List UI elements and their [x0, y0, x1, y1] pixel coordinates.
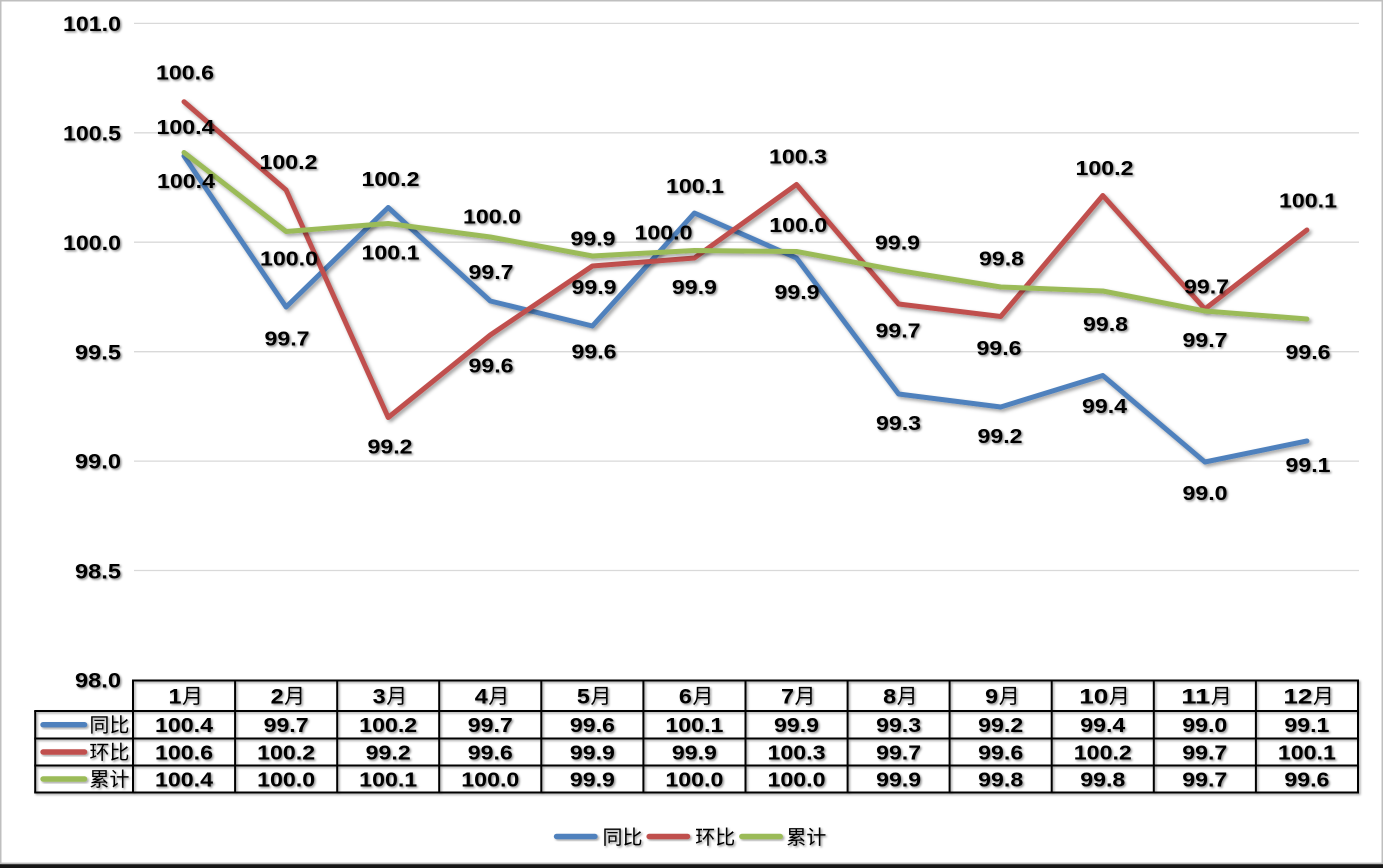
- svg-text:99.7: 99.7: [264, 715, 309, 737]
- svg-text:99.9: 99.9: [570, 769, 615, 791]
- svg-text:99.8: 99.8: [978, 769, 1023, 791]
- svg-text:6: 6: [679, 685, 692, 708]
- svg-text:100.1: 100.1: [359, 769, 417, 791]
- svg-text:8: 8: [883, 685, 896, 708]
- svg-text:100.6: 100.6: [155, 742, 213, 764]
- svg-text:100.0: 100.0: [260, 248, 318, 270]
- svg-text:99.9: 99.9: [774, 715, 819, 737]
- svg-text:9: 9: [985, 685, 998, 708]
- svg-text:100.2: 100.2: [359, 715, 417, 737]
- svg-text:100.3: 100.3: [768, 742, 826, 764]
- svg-text:99.2: 99.2: [368, 436, 413, 458]
- svg-text:100.2: 100.2: [1074, 742, 1132, 764]
- svg-text:99.3: 99.3: [876, 715, 921, 737]
- svg-text:3: 3: [373, 685, 386, 708]
- svg-text:100.0: 100.0: [635, 222, 693, 244]
- svg-text:99.4: 99.4: [1080, 715, 1126, 737]
- svg-text:100.4: 100.4: [157, 117, 216, 139]
- svg-text:99.6: 99.6: [468, 742, 513, 764]
- svg-text:100.0: 100.0: [768, 769, 826, 791]
- svg-text:100.0: 100.0: [257, 769, 315, 791]
- svg-text:7: 7: [781, 685, 794, 708]
- svg-text:98.0: 98.0: [75, 670, 121, 693]
- svg-text:100.1: 100.1: [1279, 190, 1337, 212]
- svg-text:99.8: 99.8: [1083, 314, 1128, 336]
- svg-text:11: 11: [1181, 685, 1210, 708]
- svg-text:1: 1: [169, 685, 182, 708]
- svg-text:2: 2: [271, 685, 284, 708]
- svg-text:99.7: 99.7: [265, 328, 310, 350]
- svg-text:99.7: 99.7: [469, 262, 514, 284]
- svg-text:100.6: 100.6: [156, 62, 214, 84]
- svg-text:99.9: 99.9: [571, 228, 616, 250]
- svg-text:100.4: 100.4: [155, 769, 214, 791]
- svg-text:99.6: 99.6: [977, 338, 1022, 360]
- svg-text:100.0: 100.0: [665, 769, 723, 791]
- svg-text:99.7: 99.7: [1183, 330, 1228, 352]
- svg-text:101.0: 101.0: [63, 13, 121, 36]
- svg-text:99.6: 99.6: [572, 341, 617, 363]
- svg-text:100.5: 100.5: [63, 123, 121, 146]
- svg-text:100.0: 100.0: [463, 206, 521, 228]
- svg-text:99.6: 99.6: [978, 742, 1023, 764]
- svg-text:99.6: 99.6: [469, 355, 514, 377]
- svg-text:100.0: 100.0: [461, 769, 519, 791]
- svg-text:99.1: 99.1: [1286, 455, 1331, 477]
- svg-text:99.5: 99.5: [75, 341, 121, 364]
- svg-text:99.9: 99.9: [875, 232, 920, 254]
- svg-text:100.2: 100.2: [1076, 158, 1134, 180]
- svg-text:100.4: 100.4: [157, 171, 216, 193]
- svg-text:99.0: 99.0: [1182, 715, 1227, 737]
- svg-text:100.1: 100.1: [1278, 742, 1336, 764]
- svg-text:99.0: 99.0: [1183, 483, 1228, 505]
- svg-text:5: 5: [577, 685, 590, 708]
- svg-text:100.1: 100.1: [665, 715, 723, 737]
- svg-text:10: 10: [1079, 685, 1108, 708]
- svg-text:98.5: 98.5: [75, 560, 121, 583]
- svg-text:99.9: 99.9: [570, 742, 615, 764]
- svg-text:99.9: 99.9: [775, 282, 820, 304]
- svg-text:12: 12: [1283, 685, 1312, 708]
- svg-text:99.1: 99.1: [1284, 715, 1329, 737]
- svg-text:99.3: 99.3: [876, 413, 921, 435]
- svg-text:99.7: 99.7: [468, 715, 513, 737]
- svg-text:99.8: 99.8: [979, 248, 1024, 270]
- svg-text:99.2: 99.2: [978, 715, 1023, 737]
- svg-text:100.4: 100.4: [155, 715, 214, 737]
- svg-text:99.6: 99.6: [1284, 769, 1329, 791]
- svg-text:99.7: 99.7: [1184, 276, 1229, 298]
- svg-text:99.9: 99.9: [572, 277, 617, 299]
- svg-text:100.2: 100.2: [362, 169, 420, 191]
- svg-text:100.0: 100.0: [769, 215, 827, 237]
- svg-text:99.0: 99.0: [75, 451, 121, 474]
- svg-text:99.9: 99.9: [672, 277, 717, 299]
- svg-text:99.2: 99.2: [978, 426, 1023, 448]
- svg-text:99.7: 99.7: [1182, 769, 1227, 791]
- svg-text:100.2: 100.2: [260, 152, 318, 174]
- svg-text:99.9: 99.9: [672, 742, 717, 764]
- svg-text:99.4: 99.4: [1082, 396, 1128, 418]
- svg-text:99.7: 99.7: [876, 320, 921, 342]
- svg-text:99.9: 99.9: [876, 769, 921, 791]
- svg-text:100.1: 100.1: [666, 176, 724, 198]
- svg-text:100.1: 100.1: [362, 242, 420, 264]
- svg-text:99.8: 99.8: [1080, 769, 1125, 791]
- svg-text:100.3: 100.3: [769, 146, 827, 168]
- svg-text:100.0: 100.0: [63, 232, 121, 255]
- svg-text:99.6: 99.6: [1286, 342, 1331, 364]
- svg-text:99.6: 99.6: [570, 715, 615, 737]
- svg-text:99.7: 99.7: [1182, 742, 1227, 764]
- svg-text:4: 4: [475, 685, 488, 708]
- svg-text:100.2: 100.2: [257, 742, 315, 764]
- svg-text:99.2: 99.2: [366, 742, 411, 764]
- svg-text:99.7: 99.7: [876, 742, 921, 764]
